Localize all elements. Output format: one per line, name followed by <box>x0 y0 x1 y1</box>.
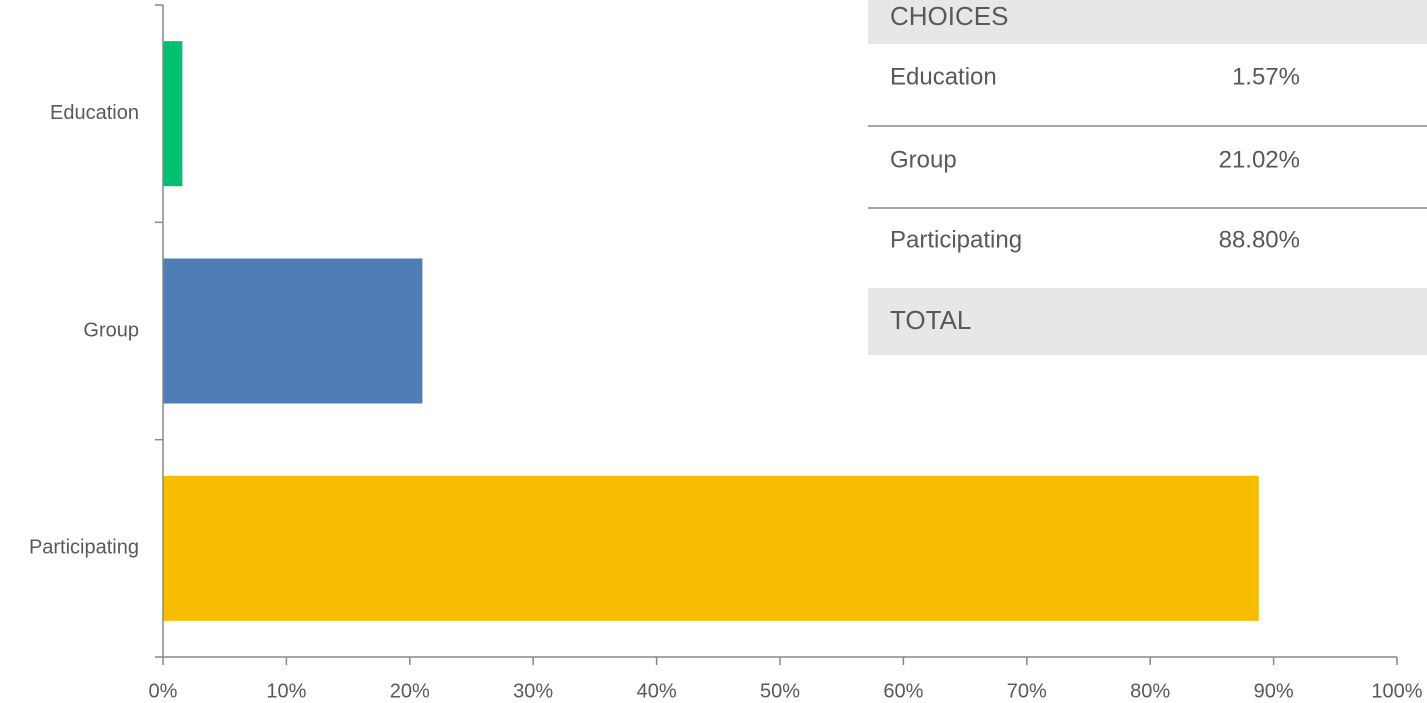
x-tick-label: 100% <box>1371 680 1422 702</box>
table-header-bg <box>868 0 1427 44</box>
y-tick-label: Group <box>83 319 139 341</box>
x-tick-label: 20% <box>390 680 430 702</box>
y-tick-label: Education <box>50 102 139 124</box>
x-tick-label: 30% <box>513 680 553 702</box>
x-tick-label: 10% <box>266 680 306 702</box>
x-tick-label: 80% <box>1130 680 1170 702</box>
row-label: Participating <box>890 226 1022 253</box>
row-label: Education <box>890 63 997 90</box>
row-value: 88.80% <box>1219 226 1300 253</box>
bar <box>163 258 423 404</box>
row-label: Group <box>890 146 957 173</box>
table-header: CHOICES <box>890 1 1008 31</box>
y-tick-label: Participating <box>29 537 139 559</box>
row-value: 21.02% <box>1219 146 1300 173</box>
x-tick-label: 50% <box>760 680 800 702</box>
table-footer: TOTAL <box>890 305 971 335</box>
x-tick-label: 0% <box>149 680 178 702</box>
bar <box>163 41 183 187</box>
x-tick-label: 70% <box>1007 680 1047 702</box>
x-tick-label: 60% <box>883 680 923 702</box>
row-value: 1.57% <box>1232 63 1300 90</box>
table-footer-bg <box>868 288 1427 355</box>
x-tick-label: 90% <box>1254 680 1294 702</box>
x-tick-label: 40% <box>637 680 677 702</box>
bar <box>163 475 1259 621</box>
